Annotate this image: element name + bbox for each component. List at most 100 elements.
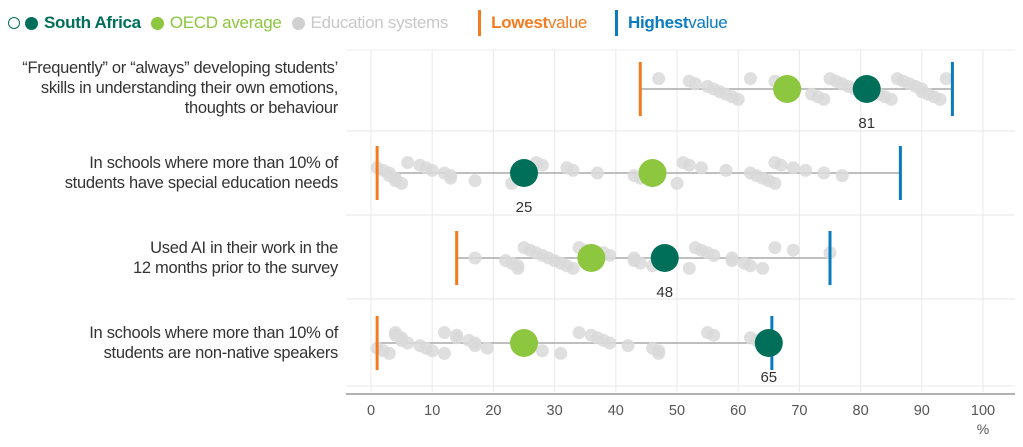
system-point: [817, 92, 831, 106]
x-tick-label: 0: [367, 403, 375, 419]
system-point: [884, 92, 898, 106]
legend-highest: Highest value: [628, 13, 728, 32]
oecd-point: [510, 329, 538, 357]
system-point: [566, 261, 580, 275]
system-point: [468, 174, 482, 188]
system-point: [511, 261, 525, 275]
system-point: [799, 163, 813, 177]
x-tick-label: 10: [424, 403, 440, 419]
south-africa-value-label: 65: [760, 369, 777, 386]
oecd-point: [577, 244, 606, 272]
system-point: [774, 158, 788, 172]
system-point: [694, 161, 708, 175]
systems-marker-icon: [291, 16, 305, 30]
system-point: [535, 344, 549, 358]
lowest-marker-icon: [478, 10, 482, 36]
legend-systems: Education systems: [310, 13, 449, 32]
system-point: [652, 72, 666, 86]
lowest-marker: [638, 62, 642, 116]
south-africa-point: [650, 244, 679, 272]
highest-marker: [898, 146, 902, 200]
system-point: [590, 166, 604, 180]
system-point: [572, 326, 586, 340]
south-africa-value-label: 25: [516, 199, 533, 216]
system-point: [437, 326, 451, 340]
system-point: [566, 163, 580, 177]
oecd-point: [773, 75, 802, 103]
system-point: [437, 346, 451, 360]
system-point: [652, 346, 666, 360]
system-point: [933, 92, 947, 106]
system-point: [425, 344, 439, 358]
legend-oecd: OECD average: [169, 13, 282, 32]
system-point: [835, 169, 849, 183]
legend: South Africa OECD average Education syst…: [8, 9, 728, 37]
system-point: [682, 261, 696, 275]
system-point: [786, 243, 800, 257]
south-africa-point: [852, 75, 881, 103]
system-point: [633, 256, 647, 270]
lowest-marker: [375, 316, 379, 370]
x-tick-label: 50: [669, 403, 685, 419]
system-point: [468, 251, 482, 265]
system-point: [603, 248, 617, 262]
system-point: [743, 72, 757, 86]
system-point: [621, 339, 635, 353]
x-tick-label: 40: [608, 403, 624, 419]
system-point: [817, 166, 831, 180]
oecd-marker-icon: [150, 16, 164, 30]
lowest-marker: [375, 146, 379, 200]
south-africa-marker-icon: [25, 16, 38, 30]
x-tick-label: 80: [853, 403, 869, 419]
highest-marker-icon: [615, 10, 619, 36]
system-point: [670, 176, 684, 190]
x-axis-label: %: [977, 421, 989, 437]
system-point: [382, 346, 396, 360]
system-point: [688, 77, 702, 91]
x-tick-label: 100: [971, 403, 995, 419]
system-point: [707, 328, 721, 342]
legend-south-africa: South Africa: [44, 13, 141, 32]
x-tick-label: 70: [791, 403, 807, 419]
system-point: [535, 158, 549, 172]
row-label-4: In schools where more than 10% of student…: [89, 324, 338, 362]
south-africa-value-label: 81: [858, 115, 875, 132]
x-tick-label: 90: [914, 403, 930, 419]
system-point: [756, 261, 770, 275]
row-label-3: Used AI in their work in the 12 months pr…: [133, 239, 338, 277]
oecd-point: [638, 159, 667, 187]
row-label-1: “Frequently” or “always” developing stud…: [22, 59, 338, 117]
system-point: [401, 336, 415, 350]
system-point: [707, 248, 721, 262]
system-point: [603, 336, 617, 350]
system-point: [480, 341, 494, 355]
system-point: [786, 161, 800, 175]
system-point: [719, 163, 733, 177]
system-point: [425, 163, 439, 177]
system-point: [731, 92, 745, 106]
system-point: [468, 339, 482, 353]
system-point: [939, 72, 953, 86]
south-africa-value-label: 48: [656, 284, 673, 301]
system-point: [554, 346, 568, 360]
system-point: [725, 254, 739, 268]
x-tick-label: 30: [547, 403, 563, 419]
x-tick-label: 60: [730, 403, 746, 419]
system-point: [450, 331, 464, 345]
system-point: [768, 176, 782, 190]
south-africa-point: [754, 329, 783, 357]
system-point: [395, 176, 409, 190]
system-point: [743, 259, 757, 273]
highest-marker: [950, 62, 954, 116]
system-point: [682, 158, 696, 172]
highest-marker: [828, 231, 832, 285]
south-africa-open-marker-icon: [8, 17, 20, 29]
south-africa-point: [510, 159, 538, 187]
system-point: [401, 156, 415, 170]
system-point: [768, 241, 782, 255]
legend-lowest: Lowest value: [491, 13, 588, 32]
x-tick-label: 20: [485, 403, 501, 419]
system-point: [444, 171, 458, 185]
lowest-marker: [455, 231, 459, 285]
